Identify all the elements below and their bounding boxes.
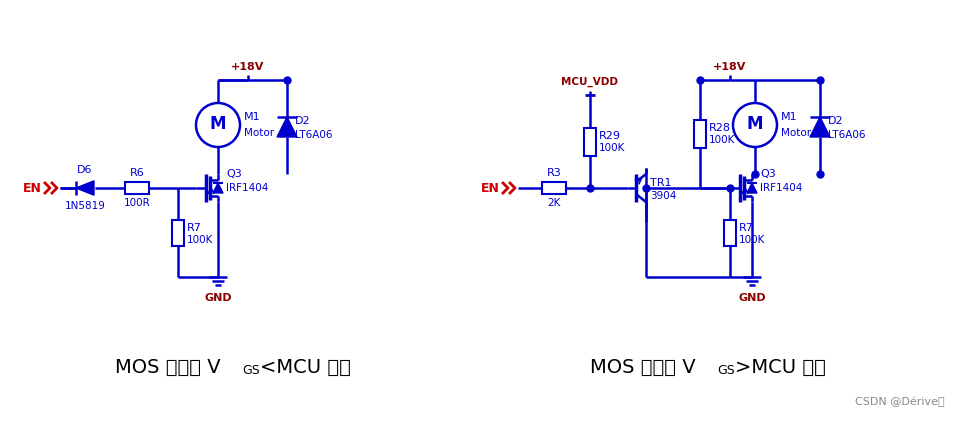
Text: Q3: Q3: [226, 169, 242, 179]
Text: M1: M1: [244, 112, 261, 122]
Text: 100K: 100K: [599, 142, 625, 153]
Bar: [584, 128, 596, 156]
Text: GS: GS: [242, 363, 260, 377]
Text: GND: GND: [738, 293, 766, 303]
Text: D2: D2: [828, 116, 843, 126]
Text: 2K: 2K: [548, 198, 560, 208]
Text: 100R: 100R: [123, 198, 150, 208]
Bar: [694, 120, 706, 148]
Text: >MCU 电源: >MCU 电源: [735, 357, 826, 377]
Text: <MCU 电源: <MCU 电源: [260, 357, 351, 377]
Polygon shape: [810, 117, 830, 137]
Polygon shape: [76, 181, 94, 195]
Text: R29: R29: [599, 130, 621, 141]
Circle shape: [196, 103, 240, 147]
Text: 100K: 100K: [709, 135, 735, 145]
Text: +18V: +18V: [713, 62, 747, 72]
Text: LT6A06: LT6A06: [828, 130, 865, 140]
Text: GND: GND: [205, 293, 231, 303]
Text: D2: D2: [295, 116, 311, 126]
Circle shape: [733, 103, 777, 147]
Text: +18V: +18V: [231, 62, 265, 72]
Text: 3904: 3904: [650, 191, 677, 201]
Polygon shape: [213, 183, 223, 193]
Text: EN: EN: [481, 181, 500, 195]
Bar: [724, 219, 736, 246]
Text: TR1: TR1: [650, 178, 671, 188]
Text: 1N5819: 1N5819: [65, 201, 105, 211]
Polygon shape: [277, 117, 297, 137]
Text: Motor: Motor: [781, 128, 811, 138]
Polygon shape: [747, 183, 757, 193]
Text: R28: R28: [709, 123, 731, 133]
Bar: [542, 182, 566, 194]
Text: CSDN @Dérive，: CSDN @Dérive，: [856, 397, 945, 407]
Text: IRF1404: IRF1404: [760, 183, 802, 193]
Text: M: M: [209, 115, 227, 133]
Text: R3: R3: [547, 168, 561, 178]
Text: IRF1404: IRF1404: [226, 183, 269, 193]
Text: R7: R7: [739, 223, 754, 232]
Text: M: M: [747, 115, 763, 133]
Text: R6: R6: [130, 168, 144, 178]
Text: M1: M1: [781, 112, 797, 122]
Text: EN: EN: [23, 181, 42, 195]
Text: D6: D6: [77, 165, 93, 175]
Text: Motor: Motor: [244, 128, 274, 138]
Text: Q3: Q3: [760, 169, 775, 179]
Text: MCU_VDD: MCU_VDD: [561, 77, 619, 87]
Text: 100K: 100K: [187, 235, 213, 244]
Text: 100K: 100K: [739, 235, 766, 244]
Bar: [172, 219, 184, 246]
Text: MOS 管最大 V: MOS 管最大 V: [115, 357, 221, 377]
Text: LT6A06: LT6A06: [295, 130, 333, 140]
Bar: [125, 182, 149, 194]
Text: R7: R7: [187, 223, 202, 232]
Text: MOS 管最大 V: MOS 管最大 V: [590, 357, 696, 377]
Text: GS: GS: [717, 363, 735, 377]
